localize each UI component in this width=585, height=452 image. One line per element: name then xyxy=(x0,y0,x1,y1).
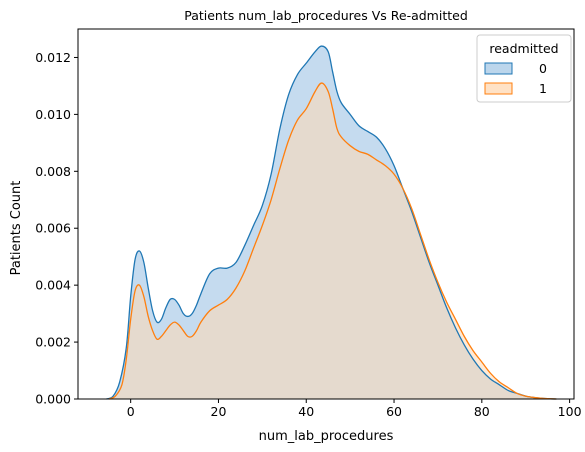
x-axis: 0 20 40 60 80 100 xyxy=(127,399,582,419)
y-tick-label: 0.004 xyxy=(35,278,71,293)
legend-entries: 01 xyxy=(484,61,547,96)
y-tick-label: 0.006 xyxy=(35,221,71,236)
y-axis-title: Patients Count xyxy=(9,181,24,276)
x-tick-label: 0 xyxy=(127,404,135,419)
density-fills xyxy=(106,46,557,399)
x-tick-label: 20 xyxy=(211,404,227,419)
plot-frame xyxy=(77,28,575,400)
density-line-0 xyxy=(106,45,557,400)
chart-title: Patients num_lab_procedures Vs Re-admitt… xyxy=(184,8,468,23)
y-axis: 0.000 0.002 0.004 0.006 0.008 0.010 0.012 xyxy=(35,50,78,407)
density-line-1 xyxy=(108,82,557,400)
x-tick-label: 40 xyxy=(298,404,314,419)
legend-label-1: 1 xyxy=(539,81,547,96)
y-tick-label: 0.012 xyxy=(35,50,71,65)
density-lines xyxy=(106,45,557,400)
x-tick-label: 60 xyxy=(386,404,402,419)
y-tick-label: 0.008 xyxy=(35,164,71,179)
y-tick-label: 0.010 xyxy=(35,107,71,122)
density-area-1 xyxy=(108,83,557,399)
x-axis-title: num_lab_procedures xyxy=(259,429,394,444)
legend-title: readmitted xyxy=(489,41,558,56)
x-tick-label: 80 xyxy=(474,404,490,419)
legend-label-0: 0 xyxy=(539,61,547,76)
x-tick-label: 100 xyxy=(558,404,582,419)
legend: readmitted 01 xyxy=(476,34,572,103)
legend-swatch-0 xyxy=(484,62,513,75)
y-tick-label: 0.002 xyxy=(35,335,71,350)
y-tick-label: 0.000 xyxy=(35,392,71,407)
legend-swatch-1 xyxy=(484,82,513,95)
